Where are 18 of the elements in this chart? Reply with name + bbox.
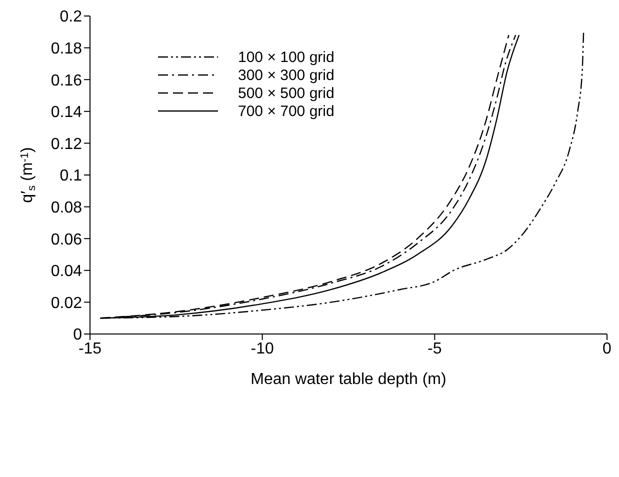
x-tick-label: -5 <box>428 340 442 358</box>
legend-label: 500 × 500 grid <box>238 84 334 102</box>
x-axis-title: Mean water table depth (m) <box>250 371 446 388</box>
x-tick-label: 0 <box>602 340 612 358</box>
y-tick-label: 0.08 <box>50 199 82 216</box>
legend-label: 300 × 300 grid <box>238 66 334 84</box>
y-tick-label: 0.2 <box>60 8 82 26</box>
legend-label: 100 × 100 grid <box>238 48 334 66</box>
y-tick-label: 0.12 <box>50 136 82 153</box>
y-tick-label: 0.06 <box>50 231 82 248</box>
x-tick-label: -10 <box>250 340 274 358</box>
y-tick-label: 0.14 <box>50 104 82 122</box>
legend-label: 700 × 700 grid <box>238 102 334 120</box>
y-tick-label: 0.04 <box>50 263 82 280</box>
y-tick-label: 0.16 <box>50 72 82 90</box>
y-tick-label: 0.1 <box>60 168 82 185</box>
y-tick-label: 0.18 <box>50 40 82 58</box>
y-tick-label: 0.02 <box>50 294 82 312</box>
